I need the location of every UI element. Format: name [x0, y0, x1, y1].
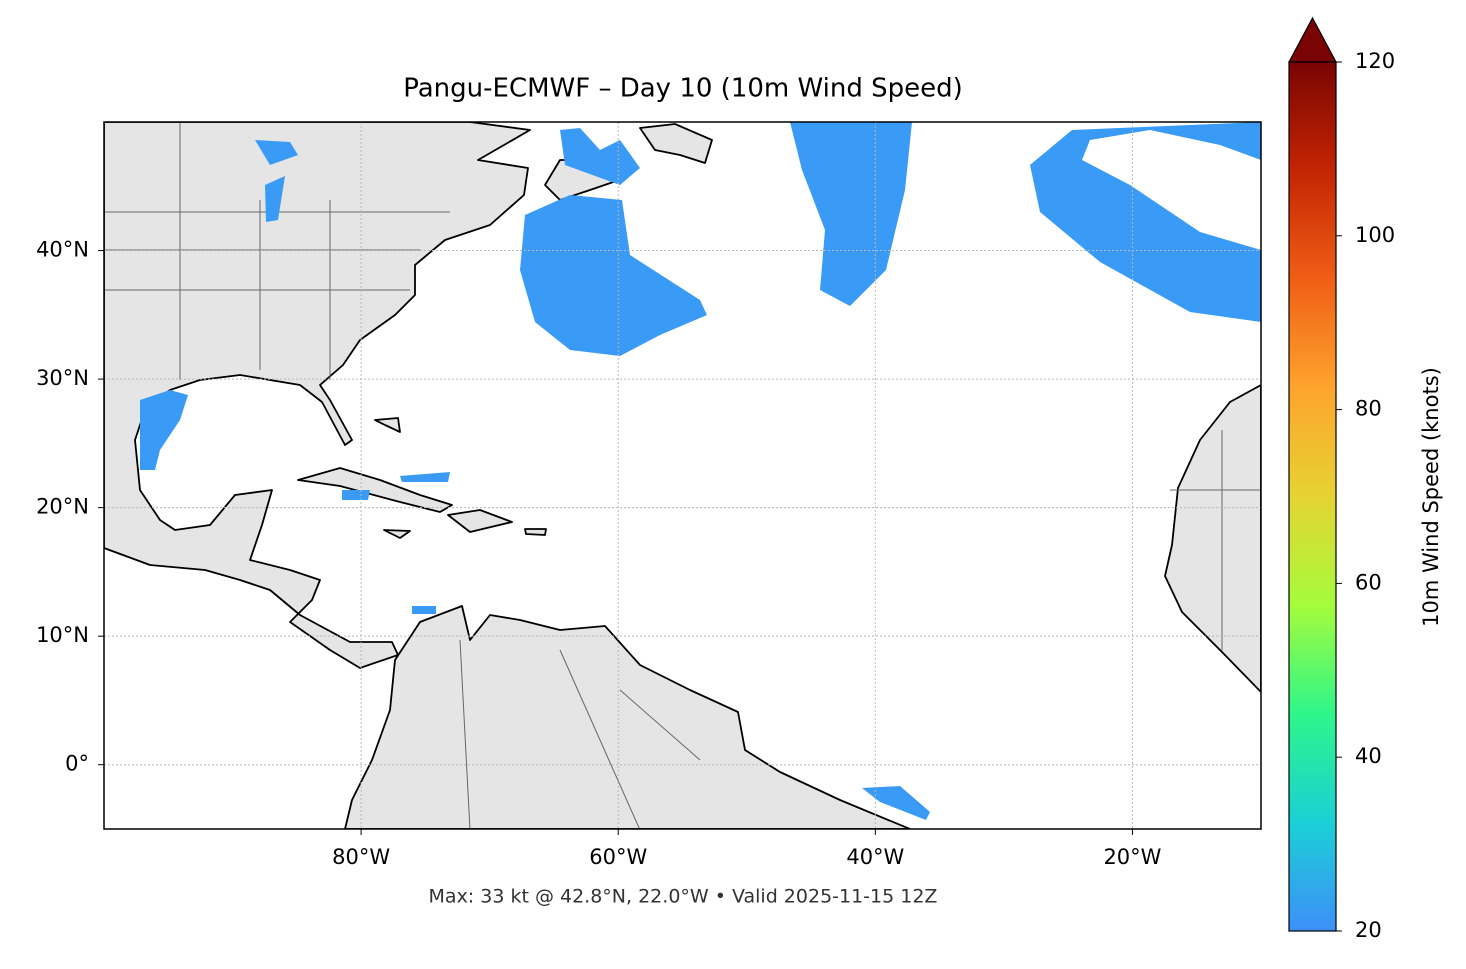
- y-tick-label: 30°N: [36, 366, 89, 390]
- colorbar-tick-label: 100: [1355, 223, 1395, 247]
- wind-swath: [1030, 122, 1261, 322]
- y-tick-label: 40°N: [36, 238, 89, 262]
- colorbar-tick-label: 40: [1355, 744, 1382, 768]
- land: [374, 417, 401, 433]
- colorbar-tick-label: 120: [1355, 49, 1395, 73]
- land: [639, 123, 713, 164]
- land: [104, 122, 531, 669]
- x-tick-label: 40°W: [846, 845, 904, 869]
- colorbar-tick-label: 60: [1355, 570, 1382, 594]
- land: [1164, 384, 1261, 693]
- x-tick-label: 60°W: [589, 845, 647, 869]
- wind-swath: [520, 195, 707, 356]
- wind-swath: [140, 390, 188, 470]
- map-area: [104, 122, 1261, 829]
- y-tick-label: 10°N: [36, 623, 89, 647]
- map-title: Pangu-ECMWF – Day 10 (10m Wind Speed): [403, 74, 963, 104]
- y-tick-label: 0°: [65, 752, 89, 776]
- land: [447, 509, 513, 533]
- wind-swath: [790, 122, 912, 306]
- x-tick-label: 80°W: [332, 845, 390, 869]
- footer-note: Max: 33 kt @ 42.8°N, 22.0°W • Valid 2025…: [429, 886, 938, 908]
- land: [524, 528, 547, 536]
- colorbar-extend: [1287, 16, 1338, 63]
- colorbar: [1288, 61, 1337, 932]
- y-tick-label: 20°N: [36, 495, 89, 519]
- x-tick-label: 20°W: [1103, 845, 1161, 869]
- colorbar-tick-label: 20: [1355, 918, 1382, 942]
- colorbar-label: 10m Wind Speed (knots): [1419, 367, 1443, 627]
- map-frame: [103, 121, 1262, 830]
- land: [383, 529, 411, 539]
- colorbar-tick-label: 80: [1355, 397, 1382, 421]
